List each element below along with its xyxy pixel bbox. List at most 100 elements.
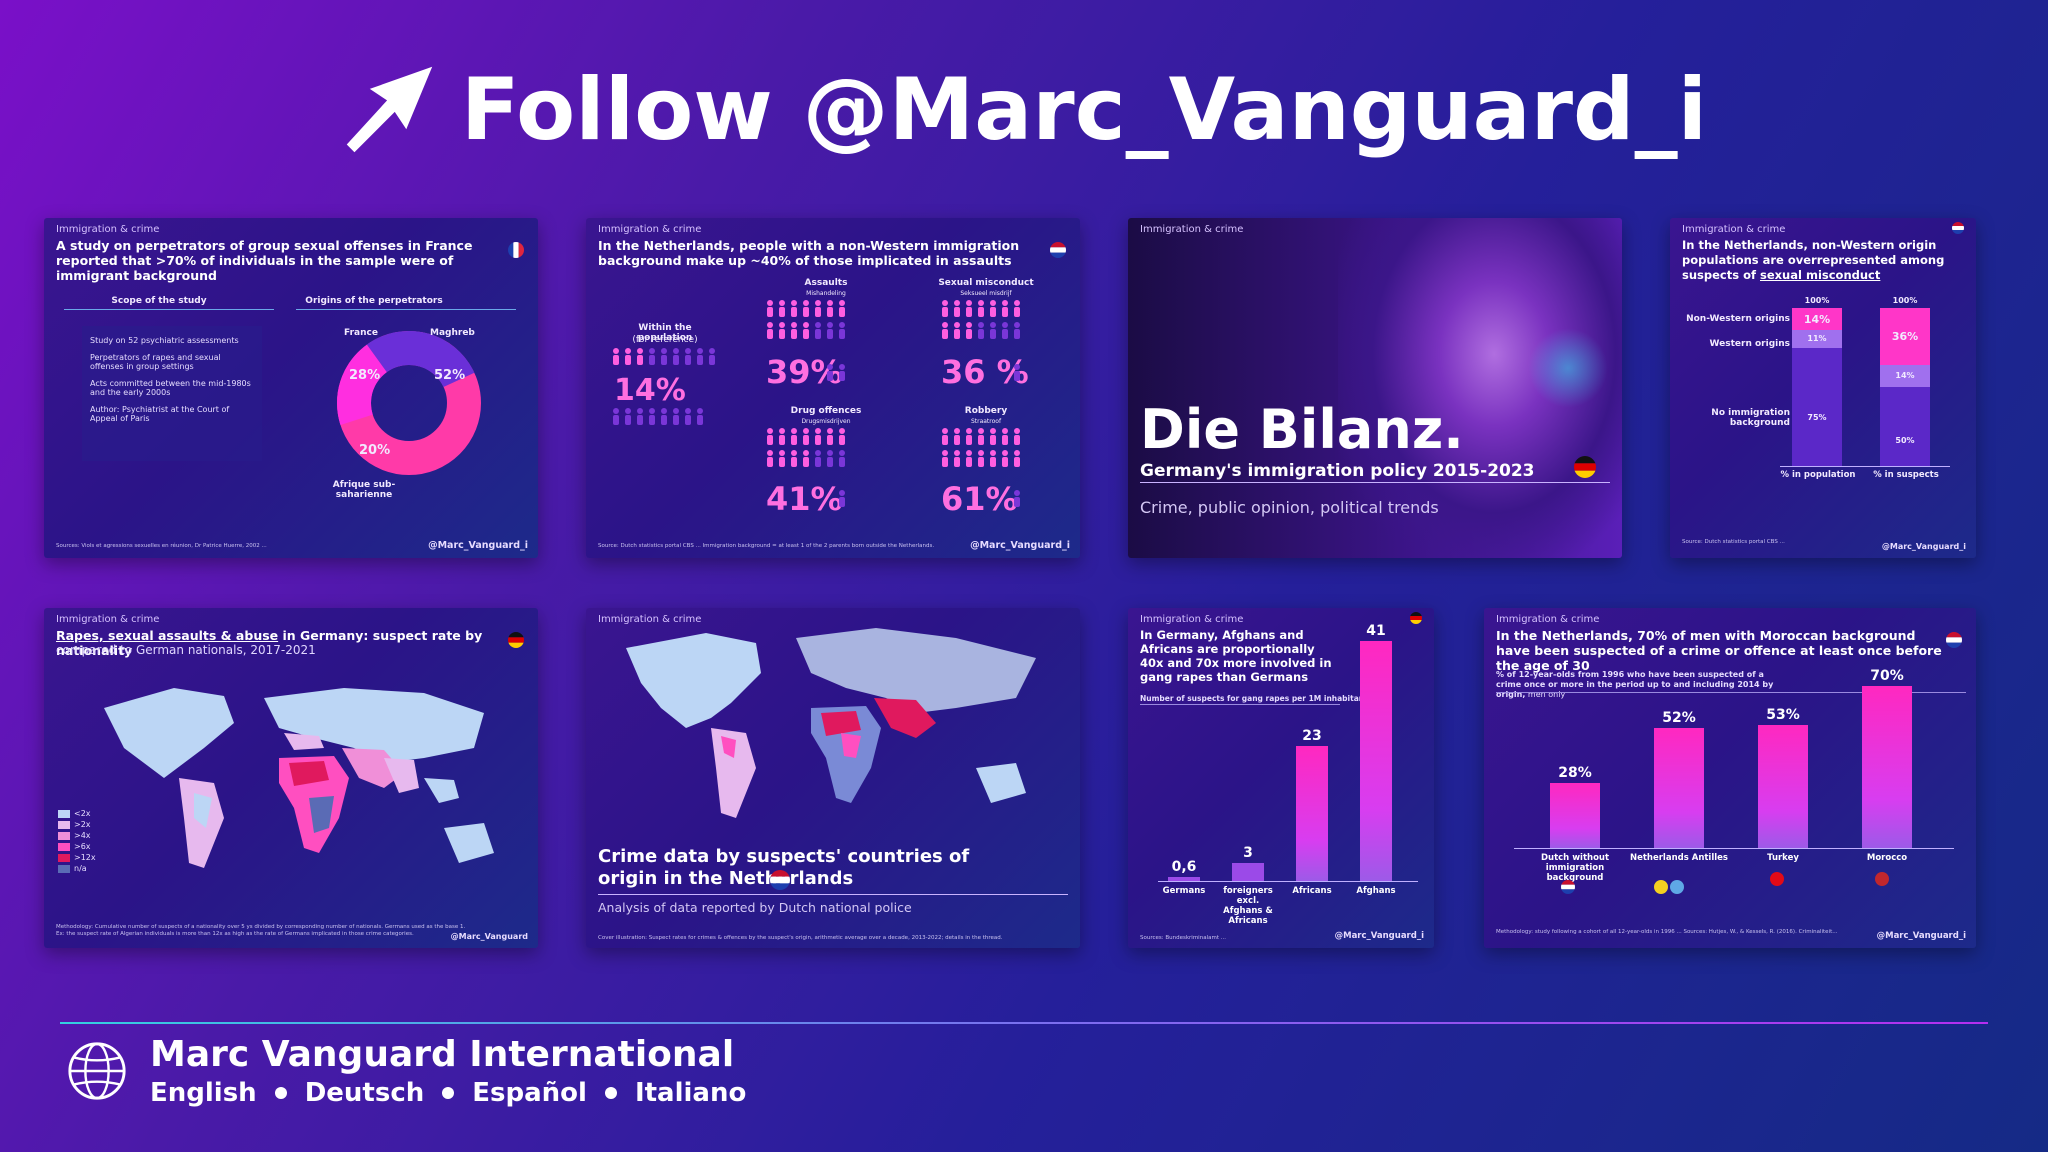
legend: <2x >2x >4x >6x >12x n/a xyxy=(58,808,96,874)
language-list: English Deutsch Español Italiano xyxy=(150,1078,746,1108)
row-label-nonwestern: Non-Western origins xyxy=(1686,314,1790,324)
list-item: Acts committed between the mid-1980s and… xyxy=(90,379,251,397)
gang-rape-bar-chart: 0,6 Germans 3 foreigners excl. Afghans & Af… xyxy=(1128,608,1434,948)
divider xyxy=(1140,704,1340,705)
robbery-pct: 61% xyxy=(941,480,1018,518)
card-methodology: Methodology: study following a cohort of… xyxy=(1496,929,1838,935)
card-title: In the Netherlands, non-Western origin p… xyxy=(1682,238,1952,283)
chart-label-text: % of 12-year-olds from 1996 who have bee… xyxy=(1496,670,1774,699)
card-die-bilanz[interactable]: Immigration & crime Die Bilanz. Germany'… xyxy=(1128,218,1622,558)
netherlands-flag-icon xyxy=(1952,222,1964,234)
donut-pct-france: 28% xyxy=(349,368,381,383)
category-label: Africans xyxy=(1292,886,1332,896)
separator-dot xyxy=(604,1087,617,1099)
card-kicker: Immigration & crime xyxy=(598,224,702,235)
susp-pct-none: 50% xyxy=(1895,436,1915,445)
bar-value-label: 41 xyxy=(1366,623,1386,639)
donut-label-maghreb: Maghreb xyxy=(430,328,475,338)
robbery-sub: Straatroof xyxy=(970,418,1002,425)
row-label-none: No immigration background xyxy=(1711,408,1790,428)
people-pictogram-grid xyxy=(613,300,1020,507)
card-france-study[interactable]: Immigration & crime A study on perpetrat… xyxy=(44,218,538,558)
scope-heading: Scope of the study xyxy=(111,296,207,306)
donut-pct-maghreb: 52% xyxy=(434,368,466,383)
world-map xyxy=(626,628,1036,818)
card-tagline: Crime, public opinion, political trends xyxy=(1140,498,1439,517)
language-link-espanol[interactable]: Español xyxy=(472,1078,587,1108)
card-germany-gang-rapes[interactable]: Immigration & crime In Germany, Afghans … xyxy=(1128,608,1434,948)
bar-value-label: 0,6 xyxy=(1171,859,1197,876)
card-source: Source: Dutch statistics portal CBS ... xyxy=(1682,539,1785,545)
france-flag-icon xyxy=(508,242,524,258)
divider xyxy=(1140,482,1610,483)
card-source: Sources: Bundeskriminalamt ... xyxy=(1140,935,1226,941)
card-subtitle: Germany's immigration policy 2015-2023 xyxy=(1140,461,1535,481)
language-link-italiano[interactable]: Italiano xyxy=(634,1078,747,1108)
card-kicker: Immigration & crime xyxy=(56,224,160,235)
card-netherlands-origin-map[interactable]: Immigration & crime Crime data by suspec… xyxy=(586,608,1080,948)
category-label: Morocco xyxy=(1866,853,1908,863)
card-title: A study on perpetrators of group sexual … xyxy=(56,238,473,283)
separator-dot xyxy=(274,1087,287,1099)
population-label: Within the population xyxy=(637,323,693,343)
header: Follow @Marc_Vanguard_i xyxy=(0,55,2048,165)
bar-value-label: 70% xyxy=(1870,668,1904,684)
population-sub: (for reference) xyxy=(632,335,698,345)
bar xyxy=(1862,686,1912,848)
morocco-flag-icon xyxy=(1875,872,1889,886)
card-germany-map[interactable]: Immigration & crime Rapes, sexual assaul… xyxy=(44,608,538,948)
divider xyxy=(64,309,274,310)
antilles-flags-icon xyxy=(1654,880,1668,894)
pop-pct-western: 11% xyxy=(1807,334,1827,343)
card-source: Source: Dutch statistics portal CBS ... … xyxy=(598,543,935,549)
language-link-deutsch[interactable]: Deutsch xyxy=(304,1078,425,1108)
card-netherlands-sexual-misconduct[interactable]: Immigration & crime In the Netherlands, … xyxy=(1670,218,1976,558)
portrait-highlight xyxy=(1528,328,1608,408)
assaults-label: Assaults xyxy=(804,278,848,288)
legend-label: >4x xyxy=(74,831,91,840)
scope-box: Study on 52 psychiatric assessments Perp… xyxy=(82,326,262,461)
category-label: Afghans xyxy=(1356,886,1396,896)
chart-label: Number of suspects for gang rapes per 1M… xyxy=(1140,694,1368,703)
pop-top: 100% xyxy=(1804,296,1830,305)
bar-value-label: 52% xyxy=(1662,709,1696,726)
divider xyxy=(296,309,516,310)
list-item: Author: Psychiatrist at the Court of App… xyxy=(90,405,230,423)
netherlands-flag-icon xyxy=(770,870,790,890)
card-title: In Germany, Afghans and Africans are pro… xyxy=(1140,628,1332,684)
card-title: Crime data by suspects' countries of ori… xyxy=(598,846,970,889)
legend-item: >6x xyxy=(58,841,96,852)
card-kicker: Immigration & crime xyxy=(56,614,160,625)
baseline xyxy=(1158,881,1418,882)
legend-label: >6x xyxy=(74,842,91,851)
card-title: In the Netherlands, 70% of men with Moro… xyxy=(1496,628,1942,673)
chart-label: % of 12-year-olds from 1996 who have bee… xyxy=(1496,670,1776,700)
robbery-label: Robbery xyxy=(964,406,1008,416)
bar-value-label: 23 xyxy=(1302,728,1322,745)
divider xyxy=(598,894,1068,895)
card-netherlands-moroccan[interactable]: Immigration & crime In the Netherlands, … xyxy=(1484,608,1976,948)
assaults-sub: Mishandeling xyxy=(806,290,846,297)
card-title: Rapes, sexual assaults & abuse in German… xyxy=(56,628,496,658)
legend-item: n/a xyxy=(58,863,96,874)
card-netherlands-assaults[interactable]: Immigration & crime In the Netherlands, … xyxy=(586,218,1080,558)
susp-bar-western xyxy=(1880,365,1930,387)
donut-label-africa: Afrique sub-saharienne xyxy=(332,480,396,500)
card-handle: @Marc_Vanguard_i xyxy=(428,540,528,551)
sexual-pct: 36 % xyxy=(941,353,1029,391)
netherlands-flag-icon xyxy=(1050,242,1066,258)
divider xyxy=(1496,692,1966,693)
card-kicker: Immigration & crime xyxy=(598,614,702,625)
population-pct: 14% xyxy=(614,373,686,408)
bar-value-label: 28% xyxy=(1558,765,1592,782)
donut-slice-france xyxy=(337,331,481,475)
antilles-flags-icon xyxy=(1670,880,1684,894)
drug-pct: 41% xyxy=(766,480,843,518)
germany-flag-icon xyxy=(1410,612,1422,624)
baseline xyxy=(1514,848,1954,849)
language-link-english[interactable]: English xyxy=(150,1078,257,1108)
pop-pct-none: 75% xyxy=(1807,413,1827,422)
category-label: Turkey xyxy=(1767,853,1799,863)
list-item: Study on 52 psychiatric assessments xyxy=(90,336,239,345)
separator-dot xyxy=(442,1087,455,1099)
